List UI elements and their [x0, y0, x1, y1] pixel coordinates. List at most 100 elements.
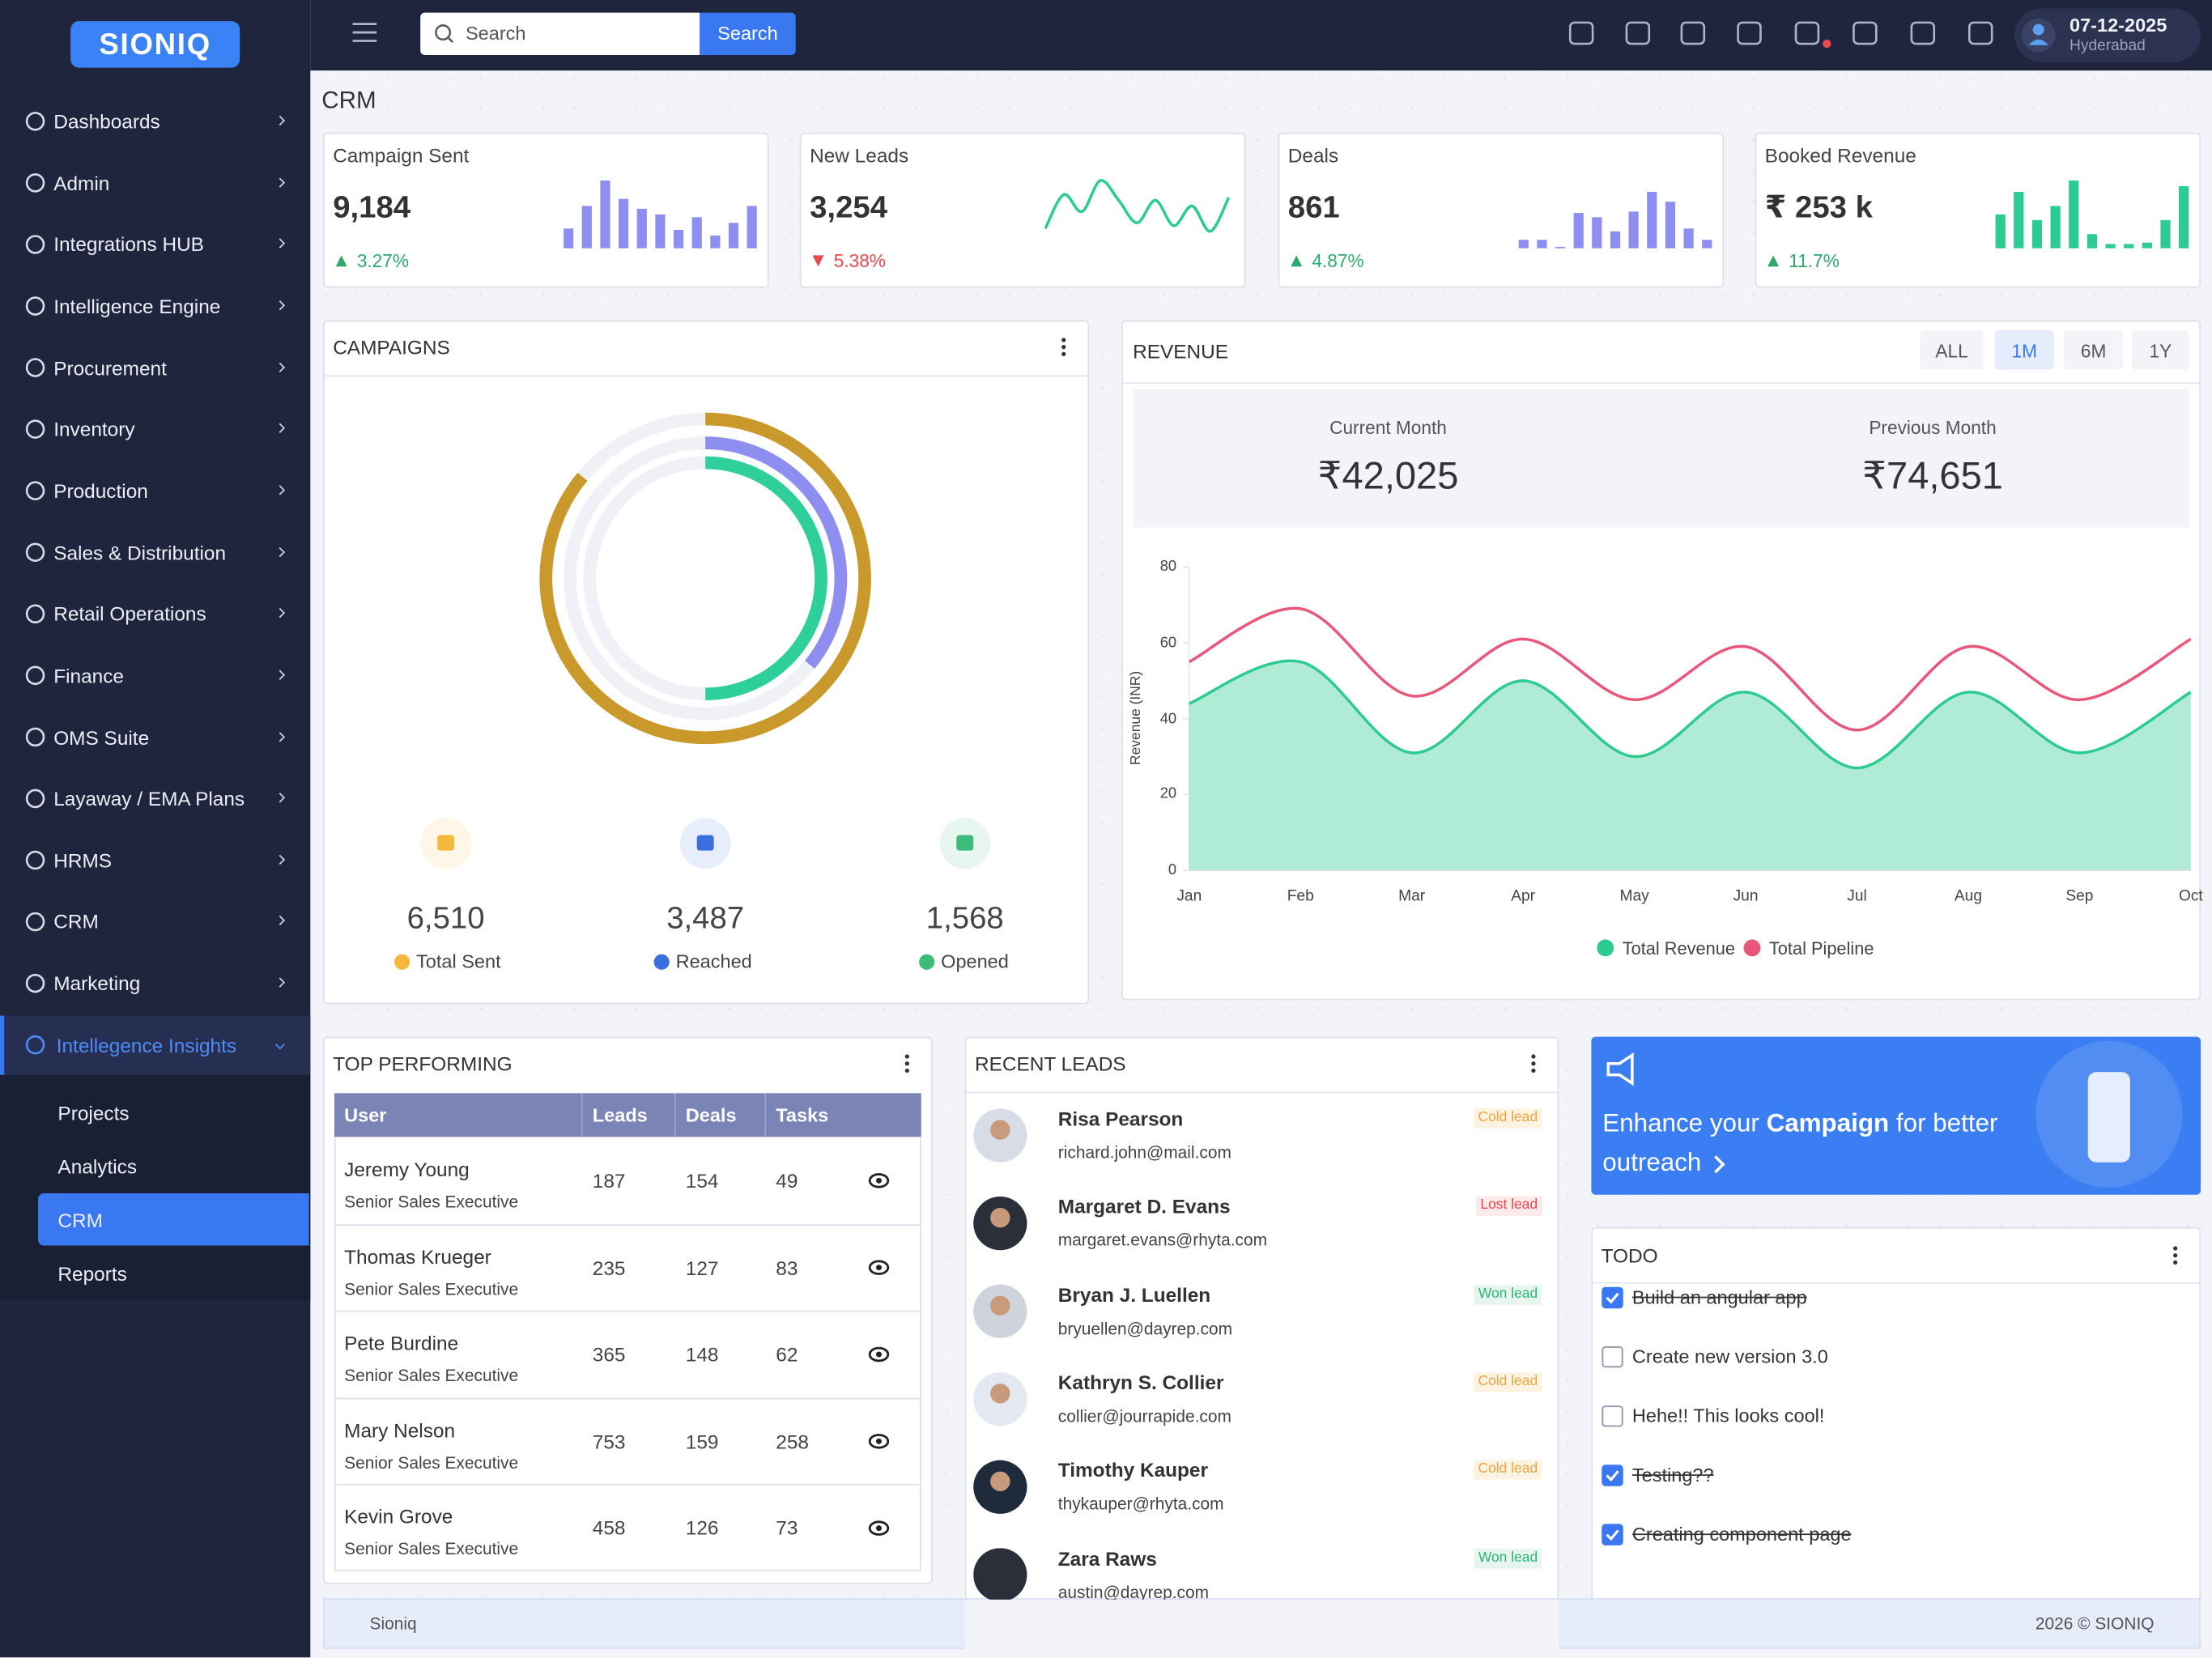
- y-tick-label: 80: [1159, 558, 1177, 576]
- location: Hyderabad: [2069, 37, 2146, 55]
- x-tick-label: Sep: [2065, 887, 2094, 905]
- legend-label: Total Sent: [415, 950, 501, 972]
- legend-label[interactable]: Total Pipeline: [1768, 938, 1874, 959]
- y-tick-label: 60: [1159, 634, 1177, 652]
- menu-item[interactable]: Production: [53, 479, 148, 503]
- logo-badge[interactable]: [70, 21, 240, 68]
- range-tab[interactable]: [2064, 329, 2124, 370]
- menu-item[interactable]: Procurement: [53, 356, 167, 379]
- stat-title: Campaign Sent: [333, 143, 470, 167]
- lead-email: austin@dayrep.com: [1057, 1582, 1210, 1602]
- todo-text: Build an angular app: [1631, 1286, 1807, 1308]
- menu-item[interactable]: Admin: [53, 171, 110, 194]
- menu-item[interactable]: Finance: [53, 664, 124, 687]
- promo-highlight: Campaign: [1766, 1108, 1890, 1137]
- legend-label[interactable]: Total Revenue: [1622, 938, 1735, 959]
- search-placeholder[interactable]: Search: [465, 23, 526, 45]
- stat-total: 6,510: [406, 899, 485, 936]
- stat-title: Deals: [1287, 143, 1339, 167]
- user-role: Senior Sales Executive: [344, 1539, 519, 1559]
- table-header-cell: Leads: [592, 1104, 648, 1126]
- submenu-item[interactable]: CRM: [57, 1209, 104, 1232]
- x-tick-label: Jan: [1176, 887, 1202, 905]
- y-tick-label: 20: [1159, 785, 1177, 803]
- menu-active-bg[interactable]: [0, 1015, 311, 1075]
- range-tab[interactable]: [2131, 329, 2190, 370]
- range-tab-label[interactable]: 1M: [2011, 340, 2038, 362]
- deals-cell: 159: [685, 1430, 719, 1453]
- menu-item[interactable]: Integrations HUB: [53, 233, 204, 256]
- stat-title: Booked Revenue: [1764, 143, 1916, 167]
- tasks-cell: 258: [776, 1430, 809, 1453]
- menu-item[interactable]: Retail Operations: [53, 602, 206, 626]
- menu-item[interactable]: Marketing: [53, 971, 141, 995]
- menu-item[interactable]: Dashboards: [53, 109, 160, 133]
- logo: SIONIQ: [99, 28, 211, 62]
- todo-text: Hehe!! This looks cool!: [1631, 1405, 1825, 1426]
- lead-name: Timothy Kauper: [1057, 1458, 1208, 1482]
- range-tab[interactable]: [1994, 329, 2054, 370]
- menu-item[interactable]: OMS Suite: [53, 725, 150, 749]
- range-tab-label[interactable]: 6M: [2080, 340, 2107, 362]
- card-divider: [966, 1091, 1558, 1094]
- summary-value: ₹42,025: [1317, 454, 1459, 498]
- range-tab-label[interactable]: ALL: [1935, 340, 1968, 362]
- summary-value: ₹74,651: [1862, 454, 2003, 498]
- lead-email: thykauper@rhyta.com: [1057, 1494, 1224, 1514]
- submenu-panel: [0, 1074, 311, 1301]
- table-header-cell: Deals: [685, 1104, 737, 1126]
- leads-cell: 187: [592, 1169, 626, 1192]
- todo-text: Create new version 3.0: [1631, 1346, 1828, 1367]
- legend-label: Opened: [941, 950, 1009, 972]
- promo-arrow: [1707, 1155, 1725, 1174]
- lead-name: Kathryn S. Collier: [1057, 1371, 1224, 1394]
- row-divider: [334, 1397, 921, 1400]
- submenu-active-bg[interactable]: [38, 1193, 309, 1246]
- leads-cell: 458: [592, 1516, 626, 1540]
- range-tab-label[interactable]: 1Y: [2149, 340, 2172, 362]
- menu-item[interactable]: HRMS: [53, 848, 113, 872]
- user-role: Senior Sales Executive: [344, 1192, 519, 1212]
- stat-total: 3,487: [666, 899, 745, 936]
- lead-status: Won lead: [1474, 1284, 1542, 1304]
- column-divider: [764, 1093, 767, 1137]
- row-divider: [334, 1223, 921, 1226]
- menu-item[interactable]: Intellegence Insights: [56, 1033, 237, 1056]
- stat-value: 3,254: [810, 189, 888, 225]
- leads-cell: 753: [592, 1430, 626, 1453]
- card-title: CAMPAIGNS: [333, 335, 450, 359]
- promo-text[interactable]: Enhance your Campaign for better outreac…: [1602, 1103, 2026, 1183]
- menu-item[interactable]: CRM: [53, 910, 99, 933]
- row-divider: [334, 1310, 921, 1312]
- legend-label: Reached: [675, 950, 752, 972]
- search-button-label[interactable]: Search: [717, 23, 778, 45]
- lead-status: Cold lead: [1474, 1372, 1542, 1392]
- table-header: [334, 1093, 921, 1137]
- column-divider: [674, 1093, 676, 1137]
- x-tick-label: Aug: [1954, 887, 1983, 905]
- submenu-item[interactable]: Analytics: [57, 1154, 138, 1178]
- date: 07-12-2025: [2069, 14, 2167, 36]
- todo-text: Testing??: [1631, 1464, 1714, 1486]
- stat-title: New Leads: [810, 143, 909, 167]
- search-button[interactable]: [700, 12, 796, 55]
- menu-item[interactable]: Inventory: [53, 418, 135, 441]
- stat-change: 11.7%: [1789, 250, 1840, 272]
- lead-name: Bryan J. Luellen: [1057, 1282, 1211, 1306]
- table-body: [334, 1137, 921, 1571]
- menu-item[interactable]: Layaway / EMA Plans: [53, 787, 245, 810]
- submenu-item[interactable]: Projects: [57, 1101, 130, 1124]
- deals-cell: 154: [685, 1169, 719, 1192]
- range-tab[interactable]: [1920, 329, 1984, 370]
- sidebar: [0, 0, 311, 1658]
- user-role: Senior Sales Executive: [344, 1452, 519, 1473]
- stat-value: 9,184: [333, 189, 411, 225]
- stat-card: [322, 132, 769, 288]
- lead-email: richard.john@mail.com: [1057, 1142, 1231, 1163]
- search-input[interactable]: [420, 12, 700, 55]
- menu-item[interactable]: Intelligence Engine: [53, 295, 221, 317]
- x-tick-label: Jul: [1847, 887, 1867, 905]
- menu-item[interactable]: Sales & Distribution: [53, 541, 227, 564]
- submenu-item[interactable]: Reports: [57, 1262, 127, 1286]
